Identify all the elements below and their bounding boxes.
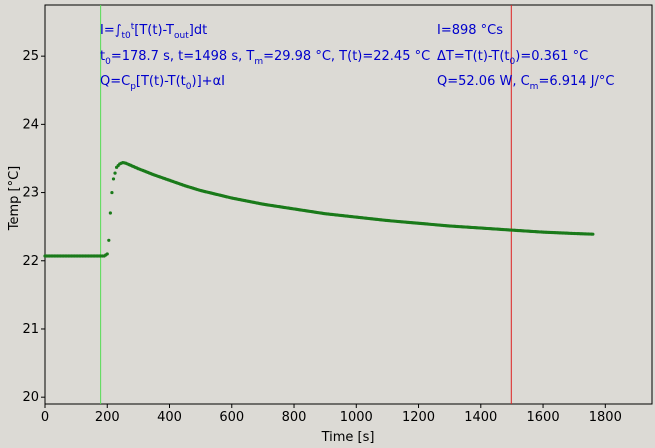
data-point (591, 232, 595, 236)
x-tick-label: 1200 (402, 410, 435, 425)
annotation-delta-t: ΔT=T(t)-T(t0)=0.361 °C (437, 49, 588, 67)
annotation-q-formula: Q=Cp[T(t)-T(t0)]+αI (100, 74, 225, 92)
data-point (108, 211, 112, 215)
x-tick-label: 1000 (340, 410, 373, 425)
data-point (105, 252, 109, 256)
y-axis-label: Temp [°C] (7, 166, 22, 232)
y-tick-label: 24 (22, 117, 39, 132)
x-tick-label: 200 (95, 410, 120, 425)
annotation-q-value: Q=52.06 W, Cm=6.914 J/°C (437, 74, 615, 92)
annotation-integral-value: I=898 °Cs (437, 23, 503, 38)
data-point (110, 190, 114, 195)
data-point (111, 177, 116, 181)
y-tick-label: 22 (22, 254, 39, 269)
x-tick-label: 800 (282, 410, 307, 425)
annotation-integral: I=∫t0t[T(t)-Tout]dt (100, 22, 207, 41)
x-tick-label: 1800 (589, 410, 622, 425)
x-axis-label: Time [s] (321, 430, 375, 445)
x-axis-ticks: 0 200 400 600 800 1000 1200 1400 1600 1800 (41, 404, 622, 425)
data-series (43, 160, 595, 258)
y-tick-label: 21 (22, 322, 39, 337)
annotation-times: t0=178.7 s, t=1498 s, Tm=29.98 °C, T(t)=… (100, 49, 430, 67)
x-tick-label: 400 (157, 410, 182, 425)
data-point (113, 171, 117, 175)
x-tick-label: 0 (41, 410, 49, 425)
y-tick-label: 20 (22, 390, 39, 405)
y-tick-label: 25 (22, 49, 39, 64)
y-tick-label: 23 (22, 186, 39, 201)
marker-lines (100, 5, 512, 404)
y-axis-ticks: 20 21 22 23 24 25 (22, 49, 45, 405)
data-point (107, 238, 111, 242)
plot-area (44, 4, 653, 405)
x-tick-label: 600 (219, 410, 244, 425)
x-tick-label: 1400 (464, 410, 497, 425)
x-tick-label: 1600 (527, 410, 560, 425)
